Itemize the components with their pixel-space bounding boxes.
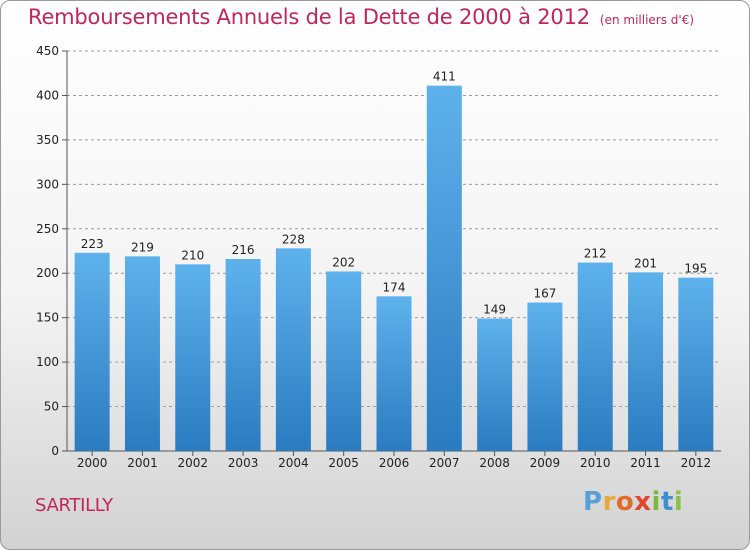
bar	[527, 302, 563, 451]
logo-letter: P	[583, 487, 603, 517]
logo-letter: x	[634, 487, 652, 517]
data-label: 195	[684, 262, 707, 276]
bar	[74, 252, 110, 451]
data-label: 202	[332, 255, 355, 269]
x-tick-label: 2001	[127, 456, 158, 470]
x-tick-label: 2010	[580, 456, 611, 470]
proxiti-logo: Proxiti	[583, 487, 683, 517]
data-label: 212	[584, 247, 607, 261]
x-tick-label: 2005	[328, 456, 359, 470]
data-label: 411	[433, 70, 456, 84]
bar	[577, 262, 613, 451]
data-label: 223	[81, 237, 104, 251]
data-label: 228	[282, 232, 305, 246]
bar	[175, 264, 211, 451]
x-tick-label: 2009	[530, 456, 561, 470]
y-tick-label: 0	[51, 444, 59, 458]
data-label: 216	[232, 243, 255, 257]
data-label: 219	[131, 240, 154, 254]
x-tick-label: 2008	[479, 456, 510, 470]
x-tick-label: 2002	[177, 456, 208, 470]
bar	[326, 271, 362, 451]
y-tick-label: 200	[36, 266, 59, 280]
logo-letter: t	[660, 487, 674, 517]
bar	[426, 85, 462, 452]
y-tick-label: 300	[36, 177, 59, 191]
x-tick-label: 2003	[228, 456, 259, 470]
y-tick-label: 100	[36, 355, 59, 369]
logo-letter: o	[615, 487, 635, 517]
logo-letter: i	[673, 487, 684, 517]
y-tick-label: 150	[36, 311, 59, 325]
y-tick-label: 250	[36, 222, 59, 236]
bar	[628, 272, 664, 451]
place-name: SARTILLY	[35, 495, 113, 516]
bar	[275, 248, 311, 451]
logo-letter: r	[602, 487, 616, 517]
bar	[678, 277, 714, 451]
chart-title: Remboursements Annuels de la Dette de 20…	[28, 5, 694, 29]
y-tick-label: 50	[44, 400, 59, 414]
logo-letter: i	[651, 487, 661, 517]
data-label: 174	[383, 280, 406, 294]
y-tick-label: 400	[36, 88, 59, 102]
y-tick-label: 350	[36, 133, 59, 147]
x-tick-label: 2004	[278, 456, 309, 470]
x-tick-label: 2012	[681, 456, 712, 470]
data-label: 149	[483, 303, 506, 317]
y-tick-label: 450	[36, 44, 59, 58]
chart-subtitle: (en milliers d'€)	[599, 13, 695, 27]
x-tick-label: 2007	[429, 456, 460, 470]
data-label: 167	[533, 287, 556, 301]
bar	[376, 296, 412, 451]
chart-title-text: Remboursements Annuels de la Dette de 20…	[28, 5, 590, 29]
data-label: 201	[634, 256, 657, 270]
bar	[124, 256, 160, 451]
x-tick-label: 2006	[379, 456, 410, 470]
x-tick-label: 2011	[630, 456, 661, 470]
x-tick-label: 2000	[77, 456, 108, 470]
bar	[225, 259, 261, 451]
data-label: 210	[181, 248, 204, 262]
bar	[477, 318, 513, 451]
